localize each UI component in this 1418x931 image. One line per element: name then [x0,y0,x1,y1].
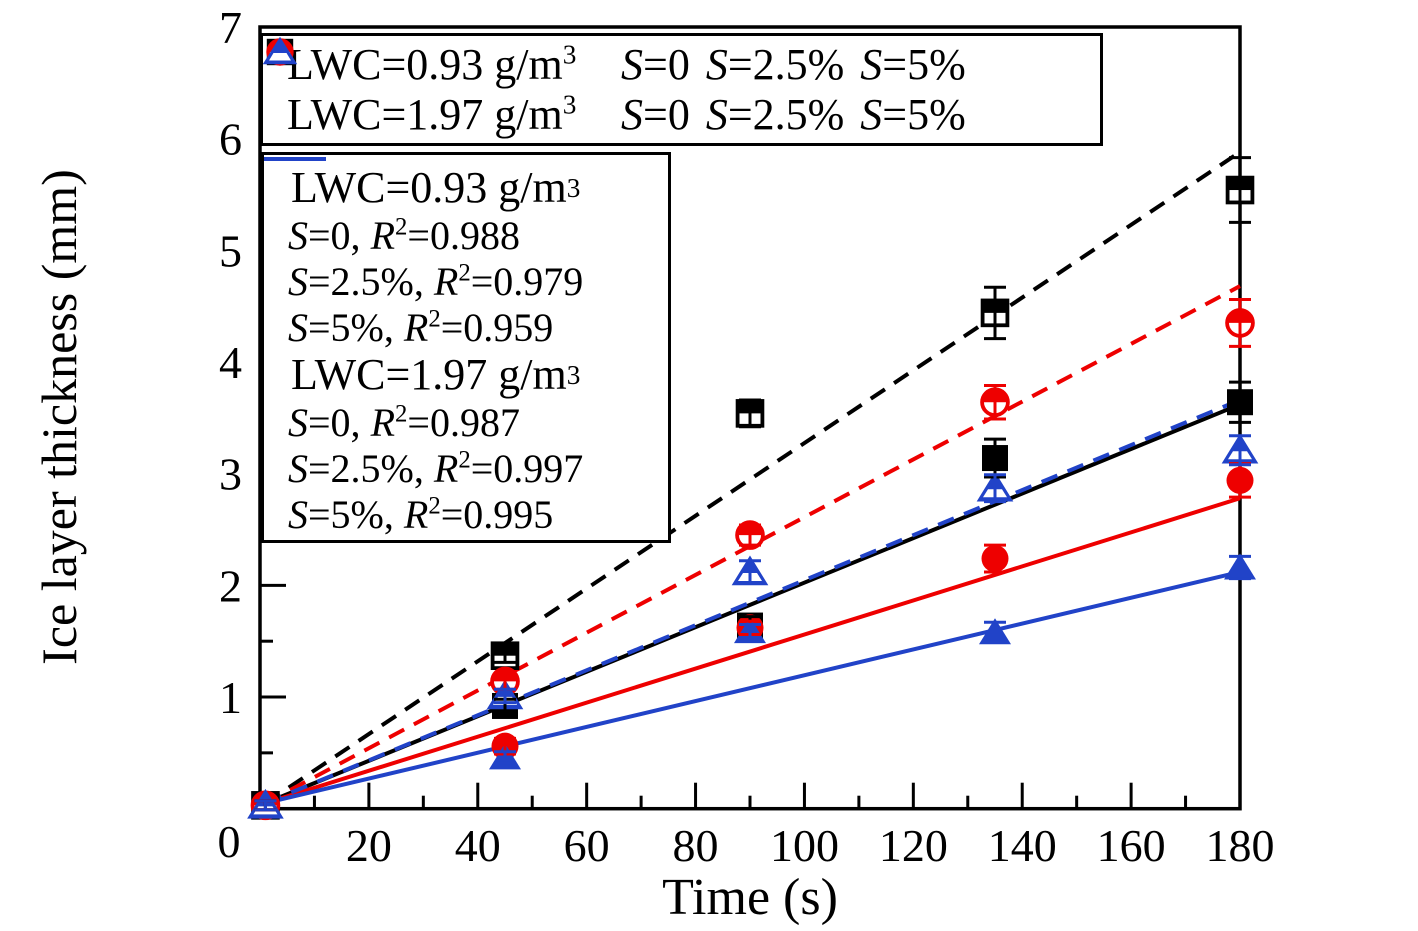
legend-marker-entry-label: S=5% [860,40,966,89]
error-bar [494,687,516,705]
error-bar [739,398,761,429]
legend-marker-entry-label: S=5% [860,90,966,139]
x-tick-label: 120 [879,820,948,871]
legend-markers-row-0: LWC=0.93 g/m3 S=0 S=2.5% S=5% [265,39,1100,90]
legend-group-label: LWC=0.93 g/m3 [287,39,577,89]
error-bar [494,647,516,664]
legend-fit-entry-label: S=0, R2=0.987 [288,399,520,445]
legend-fits-header-0: LWC=0.93 g/m 3 [291,163,581,212]
legend-fit-entry-label: S=0, R2=0.988 [288,212,520,258]
legend-marker-entry: S=5% [263,36,977,140]
error-bar [984,383,1006,421]
error-bar [739,559,761,585]
y-tick-label: 7 [219,2,242,53]
legend-markers: LWC=0.93 g/m3 S=0 S=2.5% S=5% LWC=1.97 g/m3 S… [260,33,1103,146]
y-tick-label: 4 [219,337,242,388]
x-axis-label: Time (s) [662,869,838,926]
legend-fit-entry-label: S=5%, R2=0.995 [288,491,554,537]
x-tick-label: 100 [770,820,839,871]
fit-line-4 [264,284,1241,805]
x-tick-label: 160 [1097,820,1166,871]
y-tick-label: 2 [219,560,242,611]
legend-markers-row-1: LWC=1.97 g/m3 S=0 S=2.5% S=5% [263,36,1100,140]
x-tick-label: 40 [455,820,501,871]
x-tick-label: 140 [988,820,1057,871]
error-bar [984,620,1006,644]
legend-fit-entry-label: S=2.5%, R2=0.997 [288,445,584,491]
legend-marker-entry-label: S=0 [621,40,690,89]
legend-fit-entry: S=2.5%, R2=0.979 [264,157,668,304]
legend-marker-entry-label: S=2.5% [705,90,845,139]
x-tick-label: 20 [346,820,392,871]
legend-marker-entry: S=0 [268,39,702,90]
y-tick-label: 1 [219,672,242,723]
legend-fit-entry: S=0, R2=0.987 [264,157,668,445]
legend-marker-entry: S=2.5% [267,39,856,90]
legend-fits-header-1: LWC=1.97 g/m 3 [291,350,581,399]
y-tick-label: 5 [219,225,242,276]
error-bar [739,622,761,640]
legend-marker-entry-label: S=2.5% [705,40,845,89]
legend-fit-entry: S=5%, R2=0.995 [264,157,668,537]
error-bar [1229,156,1251,224]
legend-fit-entry-label: S=2.5%, R2=0.979 [288,258,584,304]
error-bar [1229,554,1251,581]
error-bar [739,523,761,547]
legend-marker-entry: S=2.5% [266,38,856,140]
error-bar [984,543,1006,574]
error-bar [984,285,1006,341]
x-tick-label: 80 [673,820,719,871]
error-bar [494,750,516,765]
error-bar [254,799,277,812]
legend-marker-entry: S=5% [265,39,977,90]
y-axis-label: Ice layer thickness (mm) [31,169,87,665]
x-tick-label: 60 [564,820,610,871]
error-bar [984,473,1006,504]
legend-fit-lines: LWC=0.93 g/m 3 S=0, R2=0.988 S=2.5%, R2=0.9… [261,152,671,543]
y-tick-label: 6 [219,114,242,165]
legend-fit-entry-label: S=5%, R2=0.959 [288,304,554,350]
fit-line-2 [264,570,1241,806]
legend-fit-entry: S=2.5%, R2=0.997 [264,157,668,491]
legend-group-label: LWC=1.97 g/m3 [287,89,577,139]
origin-tick-label: 0 [218,816,241,867]
y-tick-label: 3 [219,449,242,500]
legend-marker-triangle-half-icon [263,36,297,65]
error-bar [1229,434,1251,467]
error-bar [1229,297,1251,348]
legend-fit-entry: S=0, R2=0.988 [264,157,668,258]
legend-line-dashed-icon [264,157,326,161]
legend-fit-entry: S=5%, R2=0.959 [264,157,668,350]
legend-marker-entry-label: S=0 [621,90,690,139]
x-tick-label: 180 [1206,820,1275,871]
fit-line-1 [264,496,1241,806]
legend-marker-entry: S=0 [266,38,702,140]
fit-line-5 [264,398,1241,805]
error-bar [1229,380,1251,424]
